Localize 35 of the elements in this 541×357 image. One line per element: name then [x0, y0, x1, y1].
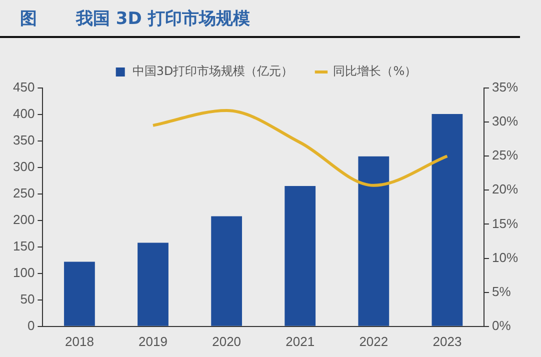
- bar: [284, 186, 316, 326]
- y2-tick-label: 5%: [492, 284, 512, 299]
- y-tick-label: 400: [12, 106, 35, 122]
- y2-tick-label: 25%: [492, 148, 518, 163]
- x-tick-label: 2023: [432, 334, 462, 349]
- x-tick-label: 2020: [212, 334, 242, 349]
- line-series: [152, 108, 449, 187]
- y-tick-label: 350: [12, 132, 35, 148]
- y2-tick-label: 10%: [492, 250, 518, 265]
- y2-tick-label: 0%: [492, 318, 512, 333]
- bar: [358, 156, 390, 326]
- bar: [432, 114, 463, 326]
- y-tick-label: 0: [27, 318, 35, 333]
- x-tick-label: 2018: [65, 334, 94, 349]
- y-tick-label: 300: [12, 159, 35, 174]
- x-tick-label: 2022: [359, 334, 388, 349]
- bar: [64, 262, 95, 326]
- y-tick-label: 250: [12, 186, 35, 201]
- bar: [138, 242, 168, 326]
- y2-tick-label: 35%: [492, 80, 518, 95]
- y2-tick-label: 30%: [492, 114, 518, 129]
- text: 图: [20, 8, 38, 30]
- legend-label: 中国3D打印市场规模（亿元）: [132, 64, 294, 78]
- x-tick-label: 2019: [138, 334, 168, 349]
- bar: [211, 216, 242, 326]
- y-tick-label: 450: [12, 80, 35, 95]
- y2-tick-label: 20%: [492, 182, 518, 197]
- y-tick-label: 150: [12, 238, 35, 254]
- legend-label: 同比增长（%）: [333, 64, 417, 78]
- y-tick-label: 50: [20, 291, 35, 306]
- x-tick-label: 2021: [286, 334, 315, 349]
- y-tick-label: 200: [12, 212, 35, 228]
- y-tick-label: 100: [12, 265, 35, 280]
- chart-title: 我国 3D 打印市场规模: [76, 8, 250, 30]
- y2-tick-label: 15%: [492, 216, 518, 231]
